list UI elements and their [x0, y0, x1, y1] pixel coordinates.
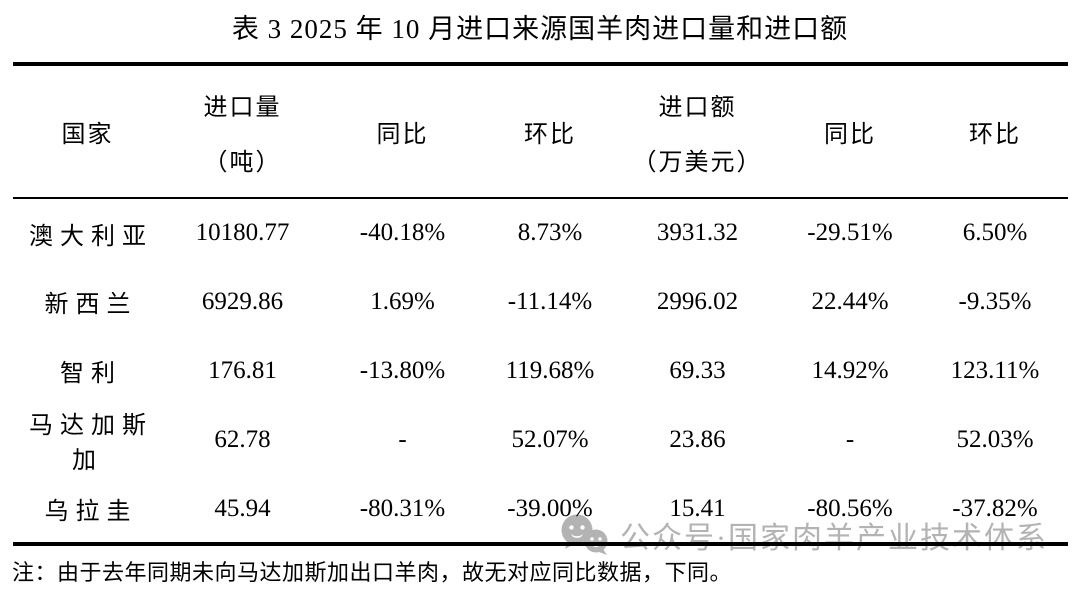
table-row: 马达加斯加 62.78 - 52.07% 23.86 - 52.03% — [13, 405, 1068, 475]
col-header-label: 同比 — [824, 122, 876, 148]
cell-country: 澳大利亚 — [29, 223, 153, 250]
import-table: 国家 进口量 （吨） 同比 环比 进口额 （万美元） 同比 环比 — [12, 62, 1068, 546]
cell-value-mom: 123.11% — [950, 356, 1040, 384]
cell-volume-mom: 8.73% — [517, 219, 583, 246]
watermark: 公众号·国家肉羊产业技术体系 — [558, 513, 1048, 557]
col-header-label: 进口额 — [658, 94, 737, 121]
cell-volume: 45.94 — [214, 494, 271, 522]
cell-value-yoy: 22.44% — [811, 287, 889, 315]
wechat-icon — [558, 513, 612, 557]
cell-value-mom: -37.82% — [952, 494, 1038, 522]
col-header-label: 环比 — [969, 122, 1021, 148]
cell-value-yoy: -80.56% — [807, 494, 893, 522]
col-header-volume-mom: 环比 — [483, 64, 618, 198]
footnote: 注：由于去年同期未向马达加斯加出口羊肉，故无对应同比数据，下同。 — [12, 560, 733, 585]
col-header-value-yoy: 同比 — [778, 64, 923, 198]
cell-value: 15.41 — [669, 494, 726, 522]
header-row: 国家 进口量 （吨） 同比 环比 进口额 （万美元） 同比 环比 — [12, 64, 1068, 198]
col-header-value-mom: 环比 — [923, 64, 1068, 198]
cell-volume: 176.81 — [208, 356, 277, 384]
cell-value: 23.86 — [669, 426, 726, 453]
cell-value-mom: 52.03% — [956, 426, 1034, 453]
cell-volume-mom: -39.00% — [507, 494, 593, 522]
col-header-label: 环比 — [524, 122, 576, 148]
col-header-import-value: 进口额 （万美元） — [618, 64, 778, 198]
cell-country: 新西兰 — [44, 292, 138, 318]
cell-volume: 10180.77 — [195, 219, 290, 246]
cell-volume-yoy: -40.18% — [359, 219, 446, 246]
table-row: 新西兰 6929.86 1.69% -11.14% 2996.02 22.44%… — [13, 267, 1068, 336]
col-header-unit: （吨） — [203, 149, 282, 176]
table-row: 澳大利亚 10180.77 -40.18% 8.73% 3931.32 -29.… — [13, 198, 1068, 267]
cell-value-mom: 6.50% — [962, 219, 1028, 246]
table-row: 智利 176.81 -13.80% 119.68% 69.33 14.92% 1… — [13, 336, 1068, 405]
cell-volume: 62.78 — [214, 426, 271, 453]
cell-country: 乌拉圭 — [44, 499, 138, 525]
col-header-country: 国家 — [13, 64, 163, 198]
cell-volume-mom: -11.14% — [507, 287, 593, 315]
cell-value: 69.33 — [669, 356, 726, 384]
cell-value-mom: -9.35% — [958, 287, 1032, 315]
table-row: 乌拉圭 45.94 -80.31% -39.00% 15.41 -80.56% … — [13, 475, 1068, 544]
cell-value-yoy: 14.92% — [811, 356, 889, 384]
col-header-label: 国家 — [61, 122, 114, 148]
cell-volume-yoy: -13.80% — [359, 356, 446, 384]
col-header-label: 进口量 — [203, 94, 282, 121]
cell-value: 2996.02 — [656, 287, 739, 315]
cell-country: 马达加斯加 — [29, 413, 153, 474]
cell-country: 智利 — [60, 361, 122, 387]
col-header-unit: （万美元） — [632, 149, 763, 176]
col-header-volume-yoy: 同比 — [323, 64, 483, 198]
cell-volume: 6929.86 — [201, 287, 284, 315]
cell-volume-mom: 52.07% — [511, 426, 589, 453]
cell-value-yoy: -29.51% — [807, 219, 893, 246]
watermark-text: 公众号·国家肉羊产业技术体系 — [620, 522, 1048, 555]
cell-value-yoy: - — [845, 426, 855, 453]
col-header-label: 同比 — [376, 122, 429, 148]
cell-volume-mom: 119.68% — [505, 356, 595, 384]
cell-volume-yoy: 1.69% — [370, 287, 435, 315]
page-title: 表 3 2025 年 10 月进口来源国羊肉进口量和进口额 — [231, 14, 849, 44]
col-header-import-volume: 进口量 （吨） — [163, 64, 323, 198]
cell-value: 3931.32 — [656, 219, 739, 246]
cell-volume-yoy: - — [398, 426, 407, 453]
cell-volume-yoy: -80.31% — [359, 494, 446, 522]
